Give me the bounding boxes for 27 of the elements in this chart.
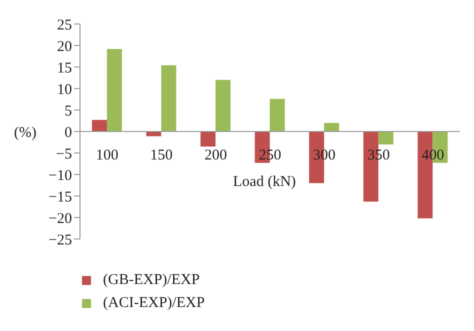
y-tick-label: −10 bbox=[48, 168, 72, 184]
y-tick-label: 5 bbox=[64, 103, 72, 120]
bar bbox=[106, 48, 122, 132]
y-axis-title: (%) bbox=[14, 124, 36, 141]
y-tick-label: 10 bbox=[57, 82, 72, 98]
x-axis-title: Load (kN) bbox=[233, 174, 296, 190]
y-tick-label: −15 bbox=[48, 189, 72, 206]
y-tick-label: 0 bbox=[64, 124, 72, 141]
y-tick-label: −5 bbox=[56, 146, 72, 162]
bar bbox=[324, 122, 340, 132]
bar bbox=[200, 132, 216, 147]
y-tick-label: −25 bbox=[48, 232, 72, 248]
legend-label: (GB-EXP)/EXP bbox=[103, 271, 200, 290]
x-tick-label: 400 bbox=[422, 148, 444, 164]
legend-label: (ACI-EXP)/EXP bbox=[103, 294, 205, 313]
x-tick-label: 150 bbox=[150, 148, 173, 164]
bar bbox=[92, 120, 107, 132]
y-tick-label: 25 bbox=[57, 17, 72, 34]
x-tick-label: 200 bbox=[204, 148, 227, 164]
bar bbox=[161, 65, 176, 132]
y-tick-label: −20 bbox=[48, 210, 72, 227]
bar bbox=[216, 80, 231, 132]
y-tick-label: 20 bbox=[57, 38, 72, 55]
bar bbox=[378, 132, 394, 144]
y-tick-label: 15 bbox=[57, 60, 72, 76]
bar bbox=[270, 98, 285, 132]
x-tick-label: 100 bbox=[96, 148, 118, 164]
